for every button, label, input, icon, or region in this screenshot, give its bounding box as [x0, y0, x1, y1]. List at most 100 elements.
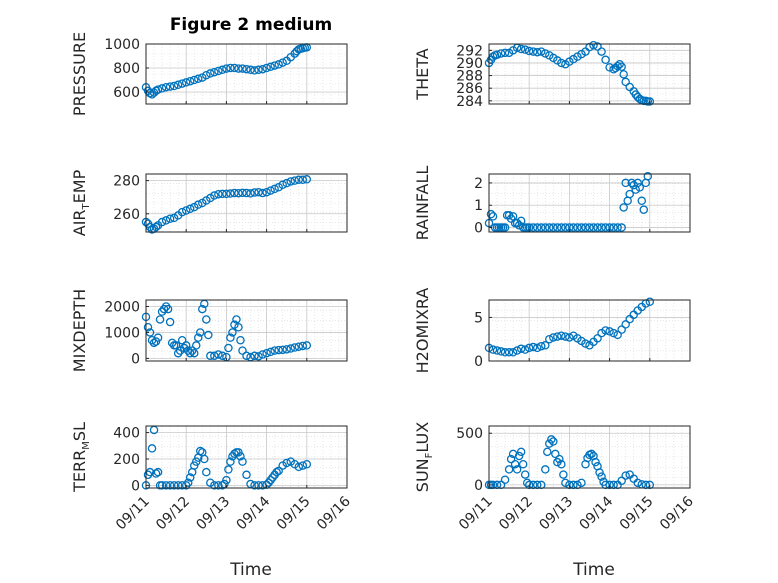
data-point — [165, 214, 175, 223]
data-point — [561, 332, 570, 341]
data-point — [202, 467, 211, 477]
data-point — [194, 200, 203, 209]
data-point — [157, 217, 167, 227]
data-point — [298, 341, 308, 351]
data-series — [484, 171, 653, 232]
subplot-rainfall: 0 1 2 RAINFALL — [413, 166, 691, 240]
data-point — [520, 345, 530, 354]
data-point — [561, 478, 570, 488]
data-point — [177, 335, 187, 345]
data-series — [484, 297, 655, 357]
data-point — [593, 42, 602, 51]
axes-box — [488, 425, 691, 489]
data-point — [218, 65, 227, 75]
data-point — [153, 467, 163, 477]
data-point — [151, 469, 161, 478]
data-point — [290, 343, 299, 352]
data-point — [228, 328, 237, 337]
data-point — [615, 59, 624, 69]
y-tick-label: 260 — [113, 207, 140, 223]
data-point — [173, 481, 183, 490]
data-point — [143, 323, 153, 332]
data-point — [528, 342, 538, 352]
data-point — [520, 470, 530, 479]
data-point — [617, 325, 626, 334]
data-point — [581, 223, 590, 232]
data-point — [514, 451, 524, 461]
data-point — [595, 468, 604, 477]
data-point — [286, 177, 295, 186]
y-tick-label: 0 — [474, 354, 483, 370]
data-point — [597, 47, 606, 56]
data-point — [532, 223, 542, 232]
data-point — [214, 481, 223, 490]
data-point — [286, 344, 295, 353]
data-point — [625, 189, 634, 199]
data-point — [250, 481, 259, 490]
data-point — [161, 82, 171, 92]
data-point — [627, 178, 636, 188]
data-point — [492, 346, 502, 355]
data-point — [520, 45, 530, 54]
data-series — [141, 299, 312, 362]
data-point — [189, 75, 199, 85]
data-point — [278, 58, 287, 67]
data-point — [541, 49, 550, 58]
data-point — [224, 465, 233, 474]
y-tick-label: 280 — [113, 174, 140, 190]
data-point — [500, 475, 510, 484]
data-point — [621, 178, 630, 188]
data-point — [191, 457, 201, 466]
data-point — [518, 459, 528, 469]
data-point — [250, 188, 259, 197]
data-point — [516, 344, 526, 354]
data-point — [500, 348, 510, 357]
data-point — [486, 209, 496, 219]
data-point — [270, 61, 279, 70]
data-point — [278, 345, 287, 355]
data-point — [274, 60, 283, 69]
data-point — [161, 216, 171, 225]
data-point — [298, 461, 308, 470]
y-tick-label: 292 — [456, 43, 483, 59]
data-point — [169, 81, 179, 91]
data-point — [173, 80, 183, 90]
data-point — [234, 323, 243, 332]
y-tick-label: 1000 — [104, 325, 140, 341]
data-point — [278, 180, 287, 190]
axes-box — [145, 173, 348, 233]
data-point — [258, 64, 267, 74]
data-point — [557, 459, 566, 469]
data-point — [605, 63, 614, 72]
data-point — [555, 454, 564, 464]
x-axis-label-right: Time — [572, 560, 615, 580]
data-point — [185, 348, 195, 358]
data-point — [222, 189, 231, 199]
data-point — [230, 188, 239, 198]
y-tick-label: 0 — [474, 221, 483, 237]
data-point — [617, 476, 626, 486]
data-point — [185, 204, 195, 214]
data-point — [232, 315, 241, 324]
data-point — [541, 465, 550, 474]
data-point — [524, 46, 534, 56]
y-axis-label-main: SUN — [413, 458, 432, 492]
y-tick-label: 1000 — [104, 37, 140, 53]
data-point — [637, 196, 647, 206]
data-point — [619, 70, 628, 79]
data-point — [262, 348, 271, 358]
data-point — [214, 350, 223, 359]
data-point — [510, 459, 520, 469]
data-point — [537, 223, 546, 232]
data-point — [226, 189, 235, 198]
axes-box — [145, 43, 348, 105]
data-point — [545, 223, 554, 232]
data-point — [635, 183, 645, 192]
data-point — [165, 481, 175, 490]
subplot-mixdepth: 0 1000 2000 MIXDEPTH — [70, 289, 348, 372]
data-point — [149, 338, 159, 348]
data-point — [206, 69, 215, 78]
data-point — [294, 462, 304, 472]
data-point — [177, 207, 187, 217]
